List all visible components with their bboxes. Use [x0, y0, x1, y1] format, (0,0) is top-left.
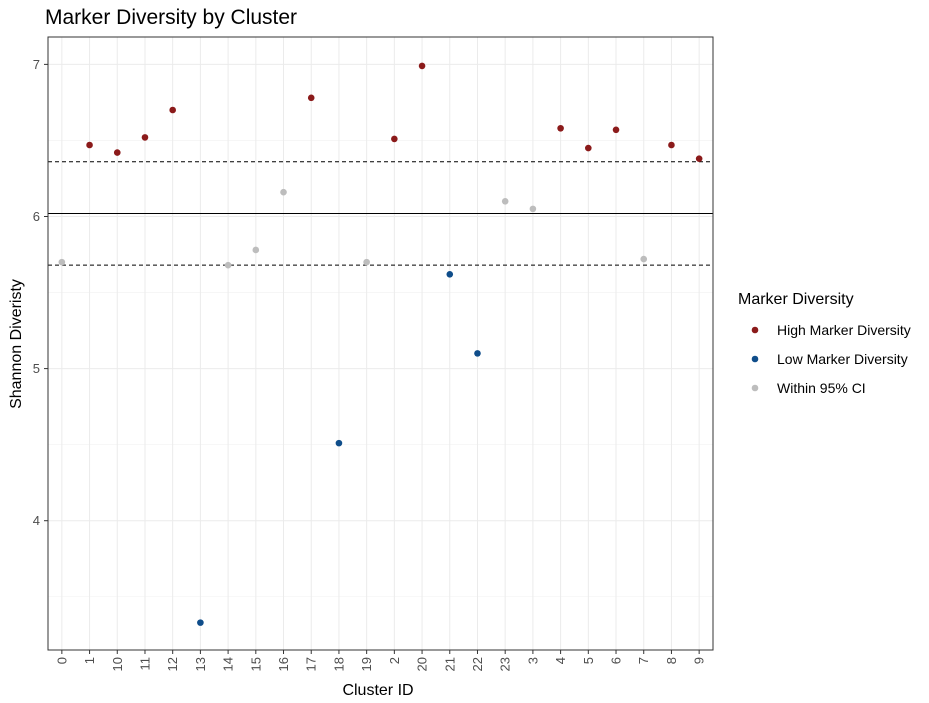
data-point-cluster-13	[197, 619, 204, 626]
data-point-cluster-1	[86, 141, 93, 149]
legend-label: High Marker Diversity	[777, 322, 911, 338]
y-tick-label: 7	[33, 57, 40, 72]
data-point-cluster-4	[557, 124, 564, 132]
x-axis: 0 1 10 11 12 13 14 15 16 17 18 19 2 20 21 22 23 3 4 5 6 7 8 9	[54, 650, 707, 671]
x-tick-label: 3	[525, 657, 540, 664]
y-tick-label: 6	[33, 209, 40, 224]
data-point-cluster-17	[307, 94, 315, 102]
x-tick-label: 13	[193, 657, 208, 671]
data-point-cluster-11	[141, 134, 149, 141]
plot-panel-border	[47, 36, 714, 651]
x-tick-label: 6	[609, 657, 624, 664]
x-tick-label: 4	[553, 657, 568, 664]
data-point-cluster-19	[363, 258, 370, 266]
x-tick-label: 1	[82, 657, 97, 664]
reference-lines	[48, 161, 713, 266]
legend-key	[751, 384, 759, 392]
x-tick-label: 10	[110, 657, 125, 671]
legend-key	[751, 355, 759, 363]
legend-label: Within 95% CI	[777, 380, 866, 396]
data-point-cluster-2	[391, 135, 398, 143]
x-tick-label: 15	[248, 657, 263, 671]
legend-key	[751, 326, 759, 334]
data-point-cluster-15	[252, 246, 260, 254]
data-points	[58, 62, 703, 626]
data-point-cluster-18	[335, 439, 343, 447]
x-tick-label: 7	[636, 657, 651, 664]
y-axis-title: Shannon Diveristy	[8, 279, 25, 409]
data-point-cluster-3	[529, 205, 537, 213]
x-tick-label: 19	[359, 657, 374, 671]
data-point-cluster-0	[58, 258, 66, 266]
data-point-cluster-23	[501, 197, 509, 205]
data-point-cluster-14	[224, 261, 232, 269]
legend-label: Low Marker Diversity	[777, 351, 908, 367]
x-tick-label: 8	[664, 657, 679, 664]
legend: Marker Diversity High Marker Diversity Lo…	[738, 291, 911, 396]
x-tick-label: 21	[442, 657, 457, 671]
x-tick-label: 23	[498, 657, 513, 671]
data-point-cluster-9	[695, 155, 703, 162]
x-tick-label: 2	[387, 657, 402, 664]
data-point-cluster-20	[418, 62, 426, 70]
y-tick-label: 5	[33, 361, 40, 376]
y-axis: 4 5 6 7	[33, 57, 48, 528]
x-tick-label: 14	[221, 657, 236, 671]
x-tick-label: 12	[165, 657, 180, 671]
x-tick-label: 22	[470, 657, 485, 671]
x-tick-label: 11	[137, 657, 152, 671]
data-point-cluster-7	[640, 255, 648, 263]
x-tick-label: 16	[276, 657, 291, 671]
x-tick-label: 20	[415, 657, 430, 671]
data-point-cluster-22	[474, 350, 481, 357]
data-point-cluster-12	[169, 106, 176, 114]
data-point-cluster-5	[585, 144, 592, 152]
data-point-cluster-16	[280, 188, 287, 196]
x-axis-title: Cluster ID	[342, 682, 413, 699]
legend-title: Marker Diversity	[738, 291, 854, 308]
data-point-cluster-8	[668, 141, 675, 149]
data-point-cluster-6	[612, 126, 620, 134]
x-tick-label: 0	[54, 657, 69, 664]
x-tick-label: 18	[331, 657, 346, 671]
x-tick-label: 17	[304, 657, 319, 671]
data-point-cluster-10	[113, 149, 121, 156]
x-tick-label: 5	[581, 657, 596, 664]
y-tick-label: 4	[33, 513, 40, 528]
chart-title: Marker Diversity by Cluster	[45, 6, 297, 29]
x-tick-label: 9	[692, 657, 707, 664]
data-point-cluster-21	[446, 270, 454, 278]
